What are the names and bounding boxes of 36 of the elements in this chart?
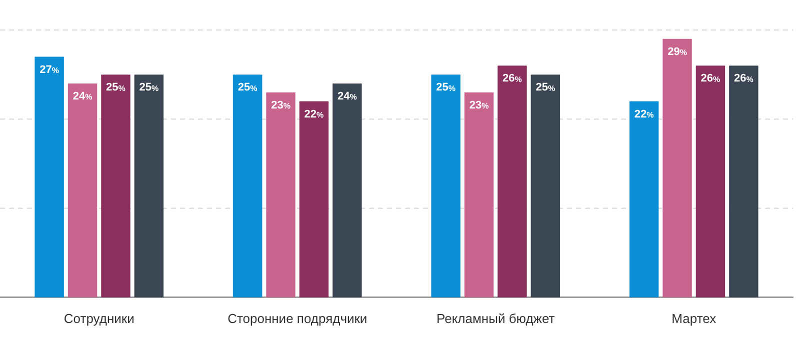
bar [34, 56, 64, 298]
data-label: 29% [668, 46, 687, 58]
data-label: 25% [436, 82, 456, 94]
x-tick-label: Рекламный бюджет [436, 310, 555, 326]
data-label: 24% [338, 90, 357, 103]
data-label: 24% [72, 90, 92, 103]
bar [431, 74, 460, 298]
bar [101, 74, 130, 298]
data-label: 22% [634, 108, 654, 120]
data-label: 26% [734, 72, 754, 85]
x-tick-label: Сотрудники [64, 310, 134, 326]
data-label: 27% [40, 64, 59, 76]
data-label: 26% [700, 72, 720, 85]
data-label: 25% [139, 82, 159, 94]
bar [629, 101, 659, 298]
bar [134, 74, 164, 298]
data-label: 22% [304, 108, 324, 120]
bar [266, 92, 296, 298]
data-label: 23% [271, 99, 290, 112]
bar [299, 101, 329, 298]
data-label: 26% [502, 72, 522, 85]
x-tick-label: Сторонние подрядчики [228, 310, 368, 326]
bar [232, 74, 262, 298]
data-label: 25% [106, 82, 126, 94]
bar [464, 92, 494, 298]
data-label: 25% [536, 82, 556, 94]
data-label: 25% [238, 82, 258, 94]
x-tick-label: Мартех [672, 310, 717, 326]
bar [696, 66, 726, 298]
bar [498, 66, 527, 298]
data-label: 23% [469, 99, 489, 112]
bar [68, 83, 98, 298]
bar [332, 83, 362, 298]
bar [662, 38, 692, 298]
bar [530, 74, 560, 298]
bar [729, 66, 758, 298]
